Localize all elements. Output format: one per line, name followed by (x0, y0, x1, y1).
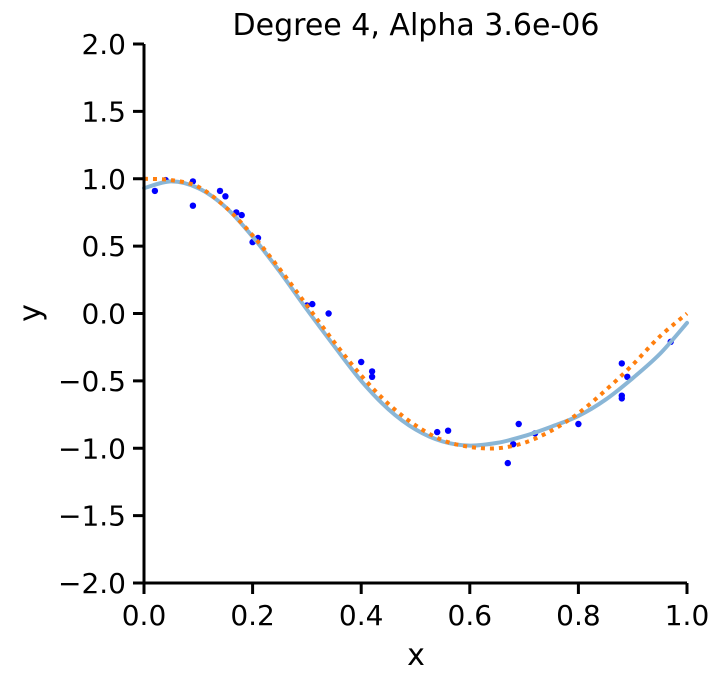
y-tick-label: −1.5 (58, 500, 126, 533)
y-axis-label: y (13, 304, 48, 322)
data-point (575, 420, 582, 428)
data-point (368, 368, 376, 375)
data-point (238, 211, 245, 219)
x-tick-label: 1.0 (665, 599, 710, 632)
data-point (618, 395, 625, 402)
plot-area (142, 176, 689, 467)
y-tick-label: −1.0 (58, 432, 126, 465)
y-tick-label: 0.0 (81, 298, 126, 331)
data-point (504, 459, 511, 467)
x-tick-label: 0.2 (230, 599, 275, 632)
data-point (325, 310, 332, 317)
data-point (222, 193, 229, 200)
data-point (515, 420, 522, 428)
y-tick-label: −2.0 (58, 567, 126, 600)
data-point (618, 360, 625, 367)
x-tick-label: 0.8 (556, 599, 601, 632)
x-tick-label: 0.4 (339, 599, 384, 632)
true-function-line (143, 176, 689, 451)
y-tick-label: 0.5 (81, 230, 126, 263)
x-axis-label: x (407, 638, 425, 673)
data-point (309, 300, 316, 308)
data-point (624, 373, 631, 380)
model-fit-line (142, 179, 689, 448)
y-axis-ticks: 2.0 1.5 1.0 0.5 0.0 −0.5 −1.0 −1.5 −2.0 (58, 28, 144, 600)
data-point (444, 427, 452, 434)
x-tick-label: 0.6 (448, 599, 493, 632)
y-tick-label: −0.5 (58, 365, 126, 398)
data-point (216, 187, 224, 195)
data-point (189, 202, 197, 209)
data-point (368, 373, 376, 380)
y-tick-label: 1.0 (81, 163, 126, 196)
data-point (151, 187, 159, 195)
y-tick-label: 2.0 (81, 28, 126, 61)
chart-title: Degree 4, Alpha 3.6e-06 (233, 8, 600, 43)
x-tick-label: 0.0 (122, 599, 167, 632)
x-axis-ticks: 0.0 0.2 0.4 0.6 0.8 1.0 (122, 583, 710, 632)
data-point (358, 358, 365, 366)
y-tick-label: 1.5 (81, 95, 126, 128)
data-point (434, 428, 441, 436)
